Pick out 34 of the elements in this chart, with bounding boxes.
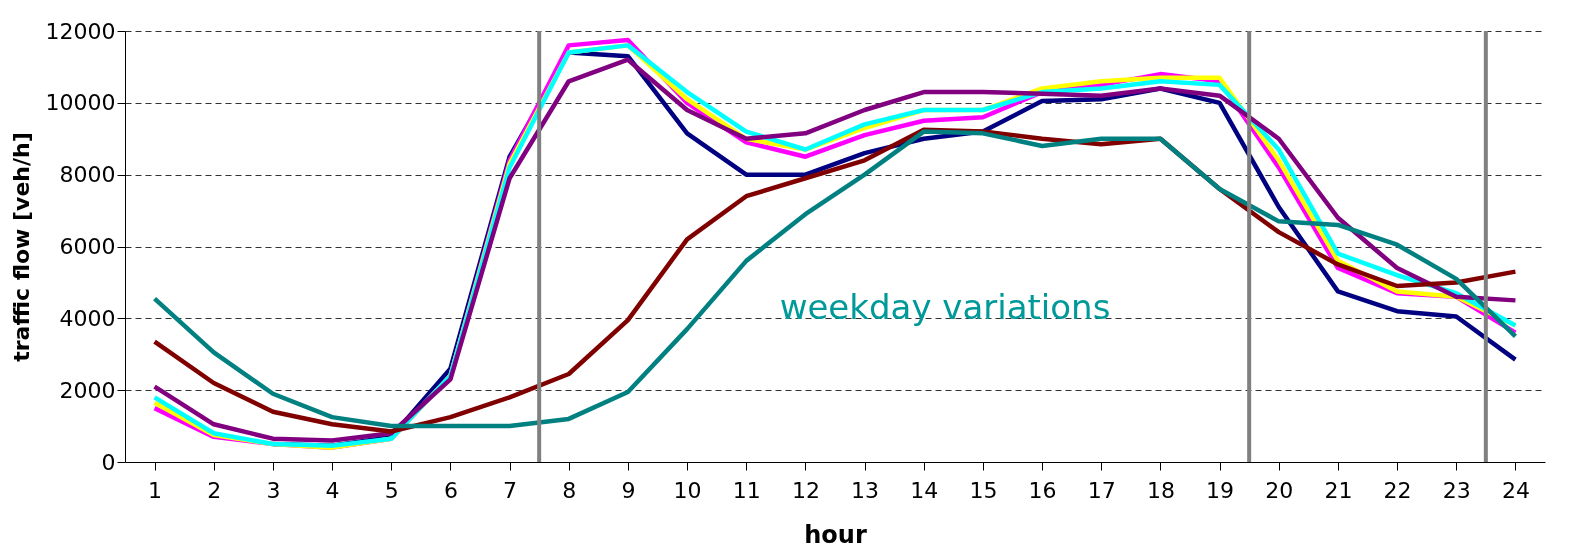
x-tick-label: 6 <box>443 477 458 503</box>
annotation: weekday variations <box>779 287 1111 327</box>
y-tick-label: 8000 <box>59 162 116 188</box>
y-tick-label: 2000 <box>59 377 116 403</box>
x-tick-label: 16 <box>1028 477 1057 503</box>
x-tick-label: 11 <box>732 477 761 503</box>
x-tick-label: 9 <box>621 477 636 503</box>
x-tick-label: 14 <box>910 477 939 503</box>
x-tick-label: 23 <box>1442 477 1471 503</box>
x-tick-label: 17 <box>1087 477 1116 503</box>
x-tick-label: 18 <box>1146 477 1175 503</box>
y-tick-label: 6000 <box>59 234 116 259</box>
x-tick-label: 8 <box>562 477 577 503</box>
y-tick-label: 10000 <box>45 90 116 116</box>
x-tick-label: 12 <box>791 477 820 503</box>
x-tick-label: 21 <box>1324 477 1353 503</box>
x-tick-label: 15 <box>969 477 998 503</box>
y-axis-title: traffic flow [veh/h] <box>8 132 34 362</box>
x-tick-label: 2 <box>207 477 222 503</box>
x-tick-label: 13 <box>851 477 880 503</box>
x-tick-label: 1 <box>148 477 163 503</box>
x-tick-label: 10 <box>673 477 702 503</box>
x-tick-label: 22 <box>1383 477 1412 503</box>
x-tick-label: 20 <box>1265 477 1294 503</box>
x-tick-label: 4 <box>325 477 340 503</box>
x-tick-label: 3 <box>266 477 281 503</box>
x-tick-label: 24 <box>1501 477 1530 503</box>
x-tick-label: 5 <box>384 477 399 503</box>
y-tick-label: 0 <box>101 449 116 475</box>
y-tick-label: 12000 <box>45 18 116 44</box>
x-tick-label: 7 <box>503 477 518 503</box>
x-axis-title: hour <box>804 520 867 549</box>
y-tick-label: 4000 <box>59 305 116 331</box>
x-tick-label: 19 <box>1206 477 1235 503</box>
